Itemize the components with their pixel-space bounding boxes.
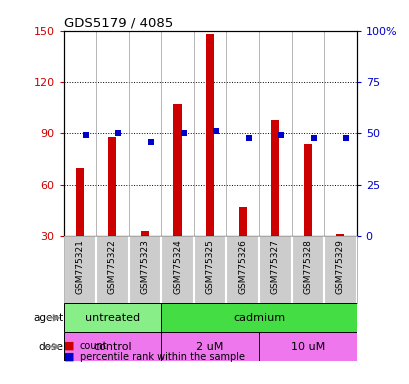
- Text: GSM775328: GSM775328: [303, 240, 312, 295]
- Text: GSM775323: GSM775323: [140, 240, 149, 295]
- Text: GDS5179 / 4085: GDS5179 / 4085: [63, 17, 172, 30]
- Bar: [63, 303, 161, 332]
- Bar: [76, 168, 84, 236]
- Text: count: count: [80, 341, 107, 351]
- Bar: [161, 332, 258, 361]
- Text: GSM775325: GSM775325: [205, 240, 214, 295]
- Text: dose: dose: [38, 341, 63, 352]
- Text: GSM775327: GSM775327: [270, 240, 279, 295]
- Text: cadmium: cadmium: [232, 313, 284, 323]
- Bar: [161, 303, 356, 332]
- Bar: [173, 104, 181, 236]
- Text: GSM775322: GSM775322: [108, 240, 117, 294]
- Bar: [238, 207, 246, 236]
- Text: 10 uM: 10 uM: [290, 341, 324, 352]
- Bar: [258, 332, 356, 361]
- Bar: [108, 137, 116, 236]
- Text: 2 uM: 2 uM: [196, 341, 223, 352]
- Text: GSM775326: GSM775326: [238, 240, 247, 295]
- Bar: [270, 120, 279, 236]
- Text: ■: ■: [63, 341, 74, 351]
- Text: GSM775321: GSM775321: [75, 240, 84, 295]
- Text: agent: agent: [34, 313, 63, 323]
- Text: GSM775329: GSM775329: [335, 240, 344, 295]
- Text: ■: ■: [63, 352, 74, 362]
- Bar: [63, 332, 161, 361]
- Text: untreated: untreated: [85, 313, 139, 323]
- Text: control: control: [93, 341, 131, 352]
- Bar: [206, 34, 213, 236]
- Text: GSM775324: GSM775324: [173, 240, 182, 294]
- Bar: [303, 144, 311, 236]
- Bar: [335, 235, 344, 236]
- Bar: [141, 231, 149, 236]
- Text: percentile rank within the sample: percentile rank within the sample: [80, 352, 244, 362]
